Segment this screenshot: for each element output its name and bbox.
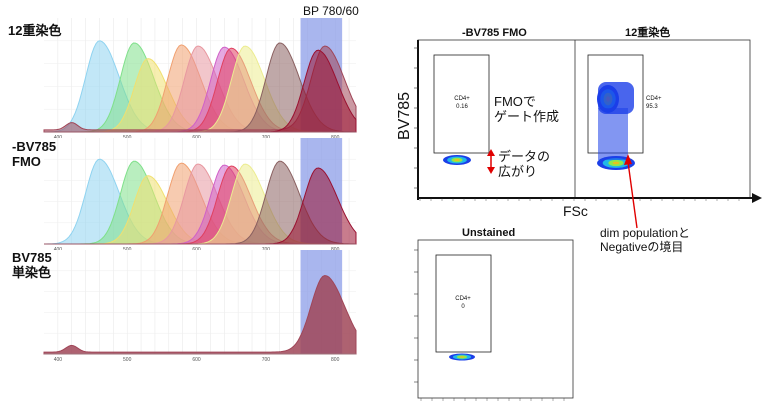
gate-unstained — [435, 254, 492, 353]
gate-name-fmo: CD4+ — [454, 96, 470, 102]
dim-arrow-shaft — [627, 161, 638, 229]
x-axis-arrow — [752, 193, 762, 203]
bandpass-label: BP 780/60 — [303, 4, 359, 18]
flow-frame-top — [417, 39, 751, 199]
population-fmo-negative-core — [454, 159, 460, 161]
population-12-spread — [598, 82, 634, 114]
population-12-dim — [598, 108, 628, 160]
spectra-panels: 4005006007008004005006007008004005006007… — [43, 18, 357, 363]
x-tick-label: 500 — [123, 357, 132, 363]
gate-fmo — [433, 54, 490, 154]
spread-arrow-up — [487, 149, 495, 156]
population-12-negative-core — [612, 161, 620, 165]
panel-label-fmo: -BV785 FMO — [12, 139, 57, 169]
annotation-data-spread: データの 広がり — [498, 149, 551, 179]
flow-frame-unstained — [417, 239, 574, 399]
panel-label-single: BV785 単染色 — [12, 250, 52, 280]
flow-title-unstained: Unstained — [462, 227, 516, 239]
gate-name-unstained: CD4+ — [455, 296, 471, 302]
x-tick-label: 600 — [192, 357, 201, 363]
flow-plot-unstained — [414, 239, 574, 401]
gate-value-fmo: 0.16 — [456, 104, 468, 110]
flow-title-fmo: -BV785 FMO — [462, 27, 527, 39]
gate-value-unstained: 0 — [461, 304, 465, 310]
dim-arrow-head — [624, 154, 632, 165]
series-area-BV785 — [43, 274, 357, 355]
annotation-fmo-gate: FMOで ゲート作成 — [494, 94, 560, 124]
flow-title-12-color: 12重染色 — [625, 27, 671, 39]
x-tick-label: 800 — [331, 357, 340, 363]
gate-name-12-color: CD4+ — [646, 96, 662, 102]
spectra-panel-2: 400 500 600 700 800 — [43, 250, 357, 363]
spread-arrow-down — [487, 167, 495, 174]
flow-plots — [414, 39, 762, 401]
x-axis-label: FSc — [563, 203, 588, 219]
gate-value-12-color: 95.3 — [646, 104, 658, 110]
x-tick-label: 400 — [54, 357, 63, 363]
population-unstained-core — [459, 356, 465, 358]
y-axis-label: BV785 — [396, 91, 413, 140]
flow-plot-top — [414, 39, 762, 229]
panel-label-12-color: 12重染色 — [8, 23, 62, 38]
x-tick-label: 700 — [262, 357, 271, 363]
annotation-dim-boundary: dim populationと Negativeの境目 — [600, 226, 691, 254]
